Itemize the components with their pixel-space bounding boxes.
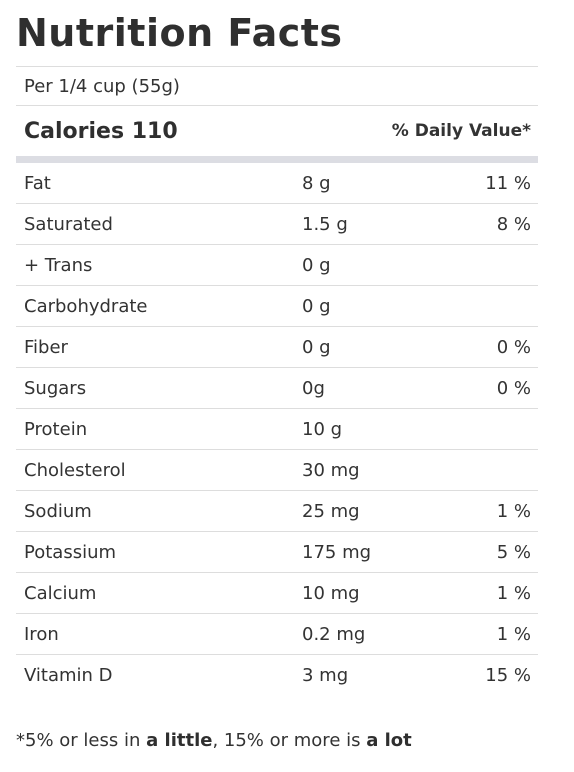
nutrient-daily-value: 1 % — [496, 623, 531, 645]
nutrient-name: Protein — [24, 418, 88, 440]
nutrient-daily-value: 1 % — [496, 582, 531, 604]
nutrient-name: Potassium — [24, 541, 117, 563]
nutrient-name: Sodium — [24, 500, 92, 522]
nutrient-name: Calcium — [24, 582, 97, 604]
table-row: Fat 8 g 11 % — [16, 163, 538, 204]
table-row: Saturated 1.5 g 8 % — [16, 204, 538, 245]
nutrient-amount: 0 g — [302, 295, 331, 317]
nutrient-name: Vitamin D — [24, 665, 113, 686]
nutrient-amount: 0.2 mg — [302, 623, 366, 645]
nutrient-amount: 1.5 g — [302, 213, 348, 235]
nutrient-amount: 0 g — [302, 254, 331, 276]
nutrient-daily-value: 15 % — [485, 665, 531, 686]
nutrient-daily-value: 8 % — [496, 213, 531, 235]
page-title: Nutrition Facts — [16, 11, 343, 55]
nutrient-amount: 3 mg — [302, 665, 349, 686]
table-row: Potassium 175 mg 5 % — [16, 532, 538, 573]
nutrient-daily-value: 11 % — [485, 172, 531, 194]
nutrient-name: Fiber — [24, 336, 68, 358]
table-row: Fiber 0 g 0 % — [16, 327, 538, 368]
nutrient-daily-value: 0 % — [496, 336, 531, 358]
footnote: *5% or less in a little, 15% or more is … — [16, 730, 412, 751]
nutrient-name: + Trans — [24, 254, 93, 276]
nutrient-daily-value: 0 % — [496, 377, 531, 399]
table-row: Vitamin D 3 mg 15 % — [16, 655, 538, 696]
table-row: Sodium 25 mg 1 % — [16, 491, 538, 532]
serving-size: Per 1/4 cup (55g) — [16, 66, 538, 106]
table-row: Calcium 10 mg 1 % — [16, 573, 538, 614]
nutrient-name: Saturated — [24, 213, 113, 235]
nutrient-amount: 10 mg — [302, 582, 360, 604]
nutrient-amount: 0g — [302, 377, 325, 399]
footnote-emphasis-little: a little — [146, 730, 213, 751]
nutrient-name: Fat — [24, 172, 51, 194]
table-row: Cholesterol 30 mg — [16, 450, 538, 491]
nutrient-amount: 8 g — [302, 172, 331, 194]
footnote-text: *5% or less in — [16, 730, 147, 751]
nutrient-table: Fat 8 g 11 % Saturated 1.5 g 8 % + Trans… — [16, 163, 538, 696]
nutrient-daily-value: 1 % — [496, 500, 531, 522]
nutrient-amount: 175 mg — [302, 541, 372, 563]
nutrient-amount: 10 g — [302, 418, 343, 440]
table-row: Iron 0.2 mg 1 % — [16, 614, 538, 655]
nutrient-name: Sugars — [24, 377, 87, 399]
nutrient-name: Carbohydrate — [24, 295, 148, 317]
nutrient-amount: 25 mg — [302, 500, 360, 522]
nutrition-panel: Per 1/4 cup (55g) Calories 110 % Daily V… — [16, 66, 538, 696]
nutrient-amount: 30 mg — [302, 459, 360, 481]
daily-value-header: % Daily Value* — [391, 121, 531, 141]
nutrient-name: Iron — [24, 623, 59, 645]
table-row: Sugars 0g 0 % — [16, 368, 538, 409]
nutrient-daily-value: 5 % — [496, 541, 531, 563]
table-row: Carbohydrate 0 g — [16, 286, 538, 327]
nutrient-name: Cholesterol — [24, 459, 126, 481]
nutrient-amount: 0 g — [302, 336, 331, 358]
footnote-text: , 15% or more is — [212, 730, 367, 751]
table-row: Protein 10 g — [16, 409, 538, 450]
calories-label: Calories 110 — [24, 118, 178, 144]
calories-row: Calories 110 % Daily Value* — [16, 106, 538, 163]
table-row: + Trans 0 g — [16, 245, 538, 286]
footnote-emphasis-lot: a lot — [366, 730, 412, 751]
